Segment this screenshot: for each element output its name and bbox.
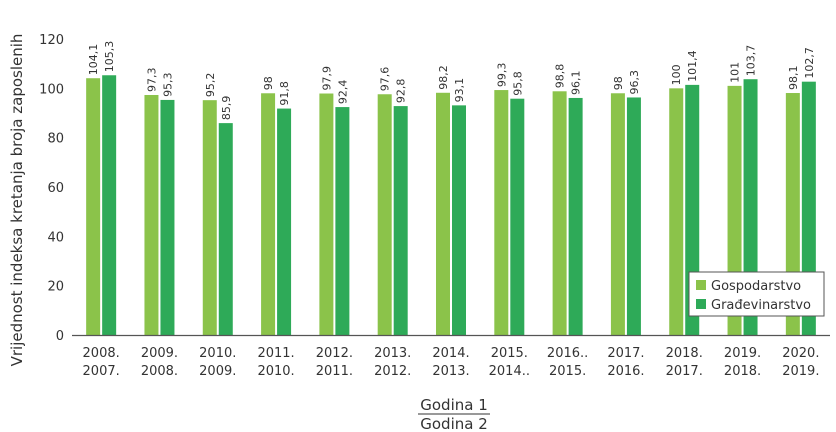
x-tick-label-year1: 2019. [724,346,761,361]
bar-gradevinarstvo [510,98,525,336]
bar-gradevinarstvo [102,75,117,335]
y-axis: 0 20 40 60 80 100 120 [39,33,64,344]
x-tick-label-year2: 2009. [199,364,236,379]
legend: Gospodarstvo Građevinarstvo [688,271,825,317]
data-label: 97,9 [320,66,333,91]
data-label: 97,6 [379,67,392,92]
x-tick-label-year2: 2016. [607,364,644,379]
bar-gradevinarstvo [626,97,641,336]
x-tick-label-year1: 2014. [432,346,469,361]
x-tick-label-year1: 2015. [491,346,528,361]
x-tick-label-year2: 2010. [257,364,294,379]
bar-gospodarstvo [610,93,625,336]
legend-box [688,271,825,317]
data-label: 96,3 [628,70,641,95]
data-label: 97,3 [145,67,158,92]
x-tick-label-year1: 2016.. [547,346,588,361]
x-axis-title-bottom: Godina 2 [420,415,488,432]
x-tick-label-year1: 2017. [607,346,644,361]
bar-gospodarstvo [552,91,567,335]
data-label: 93,1 [453,78,466,103]
x-tick-label-year1: 2009. [141,346,178,361]
data-label: 95,8 [511,71,524,96]
data-label: 95,3 [161,72,174,97]
data-label: 98,8 [554,64,567,89]
data-label: 100 [670,64,683,85]
data-label: 91,8 [278,81,291,106]
bar-gospodarstvo [377,94,392,336]
data-label: 105,3 [103,41,116,72]
x-tick-label-year2: 2012. [374,364,411,379]
bar-gospodarstvo [436,92,450,335]
bar-gospodarstvo [202,100,217,335]
data-label: 85,9 [220,96,233,121]
data-label: 101,4 [686,50,699,82]
x-tick-label-year2: 2018. [724,364,761,379]
x-tick-label-year2: 2011. [316,364,353,379]
y-tick-label: 40 [47,230,64,245]
data-label: 92,8 [395,79,408,104]
data-label: 95,2 [204,73,217,98]
y-tick-label: 20 [47,280,64,295]
bar-gradevinarstvo [160,99,175,335]
data-label: 99,3 [495,63,508,88]
y-tick-label: 60 [47,181,64,196]
x-tick-label-year1: 2013. [374,346,411,361]
bar-gradevinarstvo [568,97,583,335]
bar-gradevinarstvo [393,106,408,336]
bar-gospodarstvo [144,94,159,335]
x-tick-label-year1: 2012. [316,346,353,361]
y-tick-label: 120 [39,33,64,48]
bar-gradevinarstvo [452,105,466,335]
x-tick-label-year1: 2011. [257,346,294,361]
bar-gospodarstvo [261,93,276,336]
data-label: 98,2 [437,65,450,90]
bar-gradevinarstvo [335,107,350,335]
legend-label: Građevinarstvo [711,298,811,313]
x-tick-label-year1: 2008. [83,346,120,361]
bar-gospodarstvo [86,78,101,335]
data-label: 103,7 [745,45,758,77]
bar-gospodarstvo [494,90,509,335]
data-label: 98,1 [787,66,800,91]
legend-label: Gospodarstvo [711,279,801,294]
x-tick-label-year2: 2017. [666,364,703,379]
y-axis-title: Vrijednost indeksa kretanja broja zaposl… [8,34,26,367]
legend-swatch [696,280,706,290]
x-tick-label-year2: 2007. [83,364,120,379]
y-tick-label: 0 [56,329,64,344]
x-axis: 2008. 2007. 2009. 2008. 2010. 2009. 2011. 2010.… [72,334,830,379]
bar-gospodarstvo [319,93,334,335]
x-axis-title-top: Godina 1 [420,396,488,414]
data-label: 98 [262,76,275,90]
x-tick-label-year1: 2018. [666,346,703,361]
data-label: 101 [729,62,742,83]
data-label: 92,4 [336,80,349,105]
data-label: 104,1 [87,44,100,75]
bar-gradevinarstvo [218,123,233,335]
x-tick-label-year2: 2008. [141,364,178,379]
bar-gradevinarstvo [743,79,758,335]
bar-gradevinarstvo [277,108,292,335]
y-tick-label: 100 [39,82,64,97]
legend-swatch [696,299,706,309]
x-tick-label-year1: 2020. [782,346,819,361]
x-tick-label-year2: 2013. [432,364,469,379]
x-tick-label-year2: 2019. [782,364,819,379]
data-label: 102,7 [803,47,816,79]
x-tick-label-year2: 2014.. [489,364,530,379]
bar-gospodarstvo [669,88,684,335]
data-label: 96,1 [570,70,583,95]
x-tick-label-year1: 2010. [199,346,236,361]
data-label: 98 [612,76,625,90]
y-tick-label: 80 [47,132,64,147]
x-tick-label-year2: 2015. [549,364,586,379]
